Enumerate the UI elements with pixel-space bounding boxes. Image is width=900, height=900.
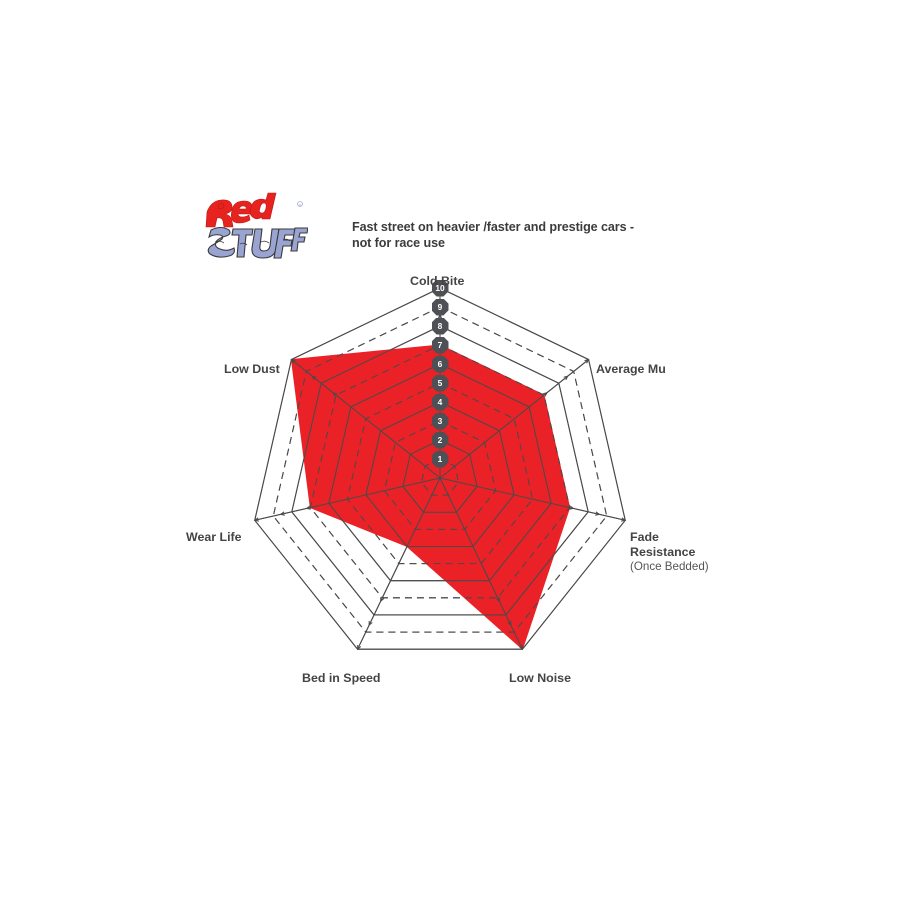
radar-spoke-1: [439, 359, 589, 479]
scale-badge-9: 9: [431, 298, 449, 316]
logo-trademark: R: [297, 201, 303, 207]
radar-axis-arrow: [311, 375, 317, 381]
radar-axis-arrow: [290, 358, 296, 364]
axis-label-average-mu: Average Mu: [596, 362, 666, 377]
radar-spoke-3: [439, 477, 523, 650]
radar-axis-arrow: [357, 644, 362, 651]
radar-grid-ring-5: [346, 382, 534, 565]
axis-label-fade-line3: (Once Bedded): [630, 560, 709, 574]
radar-grid-ring-1: [420, 458, 460, 496]
scale-badge-1: 1: [431, 450, 449, 468]
axis-label-fade-resistance: Fade Resistance (Once Bedded): [630, 530, 709, 574]
radar-axis-arrow: [518, 644, 523, 651]
scale-badge-10: 10: [431, 279, 449, 297]
logo-artwork: R: [205, 192, 308, 259]
radar-axis-arrow: [595, 511, 601, 516]
axis-label-wear-life: Wear Life: [186, 530, 242, 545]
radar-axis-arrow: [507, 620, 512, 627]
radar-grid-overlay: [254, 287, 626, 650]
radar-grid-ring-8: [291, 325, 589, 616]
radar-axis-arrow: [569, 505, 575, 510]
scale-badge-4: 4: [431, 393, 449, 411]
scale-badge-8: 8: [431, 317, 449, 335]
headline-line-2: not for race use: [352, 236, 445, 251]
axis-label-low-dust-text: Low Dust: [224, 362, 280, 376]
scale-badge-5: 5: [431, 374, 449, 392]
scale-badge-3: 3: [431, 412, 449, 430]
radar-grid-ring-4: [365, 401, 515, 547]
radar-spoke-5: [254, 477, 441, 521]
radar-axis-arrow: [279, 511, 285, 516]
radar-spoke-2: [439, 477, 626, 521]
axis-label-wear-life-text: Wear Life: [186, 530, 242, 544]
radar-grid-ring-10: [254, 287, 626, 650]
scale-badge-6: 6: [431, 355, 449, 373]
axis-label-bed-in-speed: Bed in Speed: [302, 671, 381, 686]
axis-label-cold-bite: Cold Bite: [410, 274, 464, 289]
svg-text:R: R: [299, 203, 302, 207]
radar-spoke-4: [357, 477, 441, 650]
headline-line-1: Fast street on heavier /faster and prest…: [352, 220, 634, 234]
radar-axis-arrow: [621, 517, 627, 522]
axis-label-cold-bite-text: Cold Bite: [410, 274, 465, 288]
radar-spoke-6: [291, 359, 441, 479]
axis-label-low-noise: Low Noise: [509, 671, 571, 686]
radar-axis-arrow: [253, 517, 259, 522]
scale-badge-7: 7: [431, 336, 449, 354]
radar-grid-ring-9: [272, 306, 608, 633]
radar-axis-arrow: [563, 375, 569, 381]
radar-axis-arrow: [368, 620, 373, 627]
logo-word-red: [205, 192, 277, 228]
radar-axis-arrow: [380, 597, 385, 603]
axis-label-fade-line1: Fade: [630, 530, 659, 544]
chart-headline: Fast street on heavier /faster and prest…: [352, 219, 662, 251]
radar-grid-ring-2: [402, 439, 478, 513]
radar-axis-arrow: [542, 391, 548, 397]
red-stuff-logo: R: [203, 192, 308, 264]
axis-label-low-dust: Low Dust: [224, 362, 280, 377]
radar-axis-arrow: [305, 505, 311, 510]
scale-badge-2: 2: [431, 431, 449, 449]
axis-label-fade-line2: Resistance: [630, 545, 696, 560]
radar-axis-arrow: [584, 358, 590, 364]
logo-word-stuff: [207, 226, 308, 259]
radar-grid-ring-3: [383, 420, 497, 530]
axis-label-average-mu-text: Average Mu: [596, 362, 666, 376]
axis-label-low-noise-text: Low Noise: [509, 671, 571, 685]
axis-label-bed-in-speed-text: Bed in Speed: [302, 671, 381, 685]
radar-grid-ring-6: [328, 363, 552, 582]
radar-grid-ring-7: [309, 344, 571, 599]
radar-axis-arrow: [495, 597, 500, 603]
radar-axis-arrow: [332, 391, 338, 397]
